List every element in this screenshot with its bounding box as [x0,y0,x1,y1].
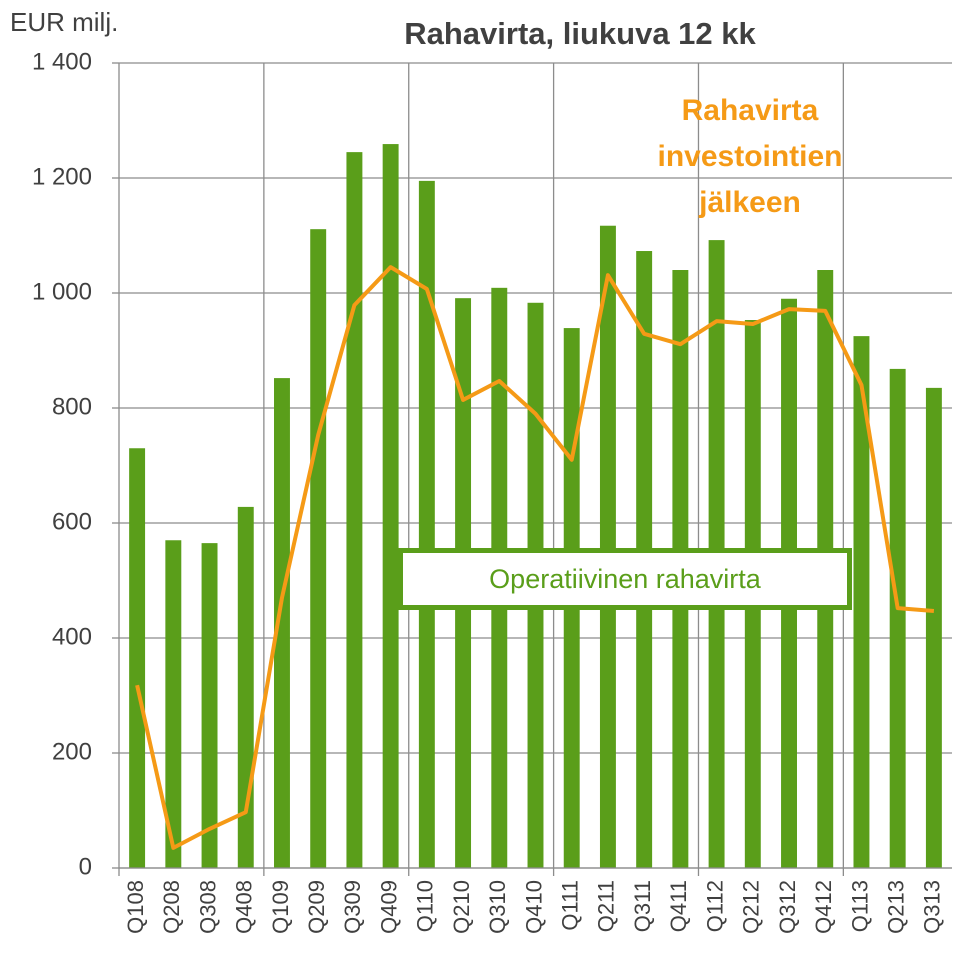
x-tick-label: Q110 [413,880,438,932]
bar [925,387,942,868]
x-tick-label: Q211 [594,880,619,932]
x-tick-label: Q210 [449,880,474,934]
x-tick-label: Q310 [485,880,510,934]
y-axis-label: EUR milj. [10,7,118,37]
bar [129,448,146,868]
x-tick-label: Q212 [739,880,764,934]
chart-title: Rahavirta, liukuva 12 kk [404,16,756,51]
x-tick-label: Q311 [630,880,655,932]
bar [853,336,870,868]
y-tick-label: 1 200 [32,163,92,190]
x-tick-label: Q309 [340,880,365,934]
x-tick-label: Q108 [123,880,148,934]
x-tick-label: Q312 [775,880,800,934]
bar [599,225,616,869]
y-tick-label: 800 [52,393,92,420]
x-tick-label: Q409 [376,880,401,934]
y-tick-label: 1 000 [32,278,92,305]
y-tick-label: 0 [79,853,92,880]
x-tick-label: Q410 [521,880,546,934]
x-tick-label: Q411 [666,880,691,932]
x-tick-label: Q408 [232,880,257,934]
bar [165,540,182,868]
y-tick-label: 400 [52,623,92,650]
x-tick-label: Q209 [304,880,329,934]
bar [418,180,435,868]
x-tick-label: Q111 [558,880,583,931]
y-tick-label: 600 [52,508,92,535]
x-tick-label: Q109 [268,880,293,934]
x-tick-label: Q112 [702,880,727,932]
bar [201,543,218,868]
y-tick-label: 1 400 [32,48,92,75]
line-annotation: Rahavirta investointien jälkeen [657,94,843,219]
y-tick-label: 200 [52,738,92,765]
bar [346,152,363,868]
x-tick-label: Q208 [159,880,184,934]
bar [382,144,399,868]
x-tick-label: Q308 [195,880,220,934]
x-tick-label: Q113 [847,880,872,932]
bar [889,368,906,868]
bar [310,229,327,869]
line [135,265,935,850]
bar [274,378,290,868]
bar-annotation: Operatiivinen rahavirta [398,548,852,610]
x-tick-label: Q313 [920,880,945,934]
x-tick-label: Q412 [811,880,836,934]
x-tick-label: Q213 [883,880,908,934]
